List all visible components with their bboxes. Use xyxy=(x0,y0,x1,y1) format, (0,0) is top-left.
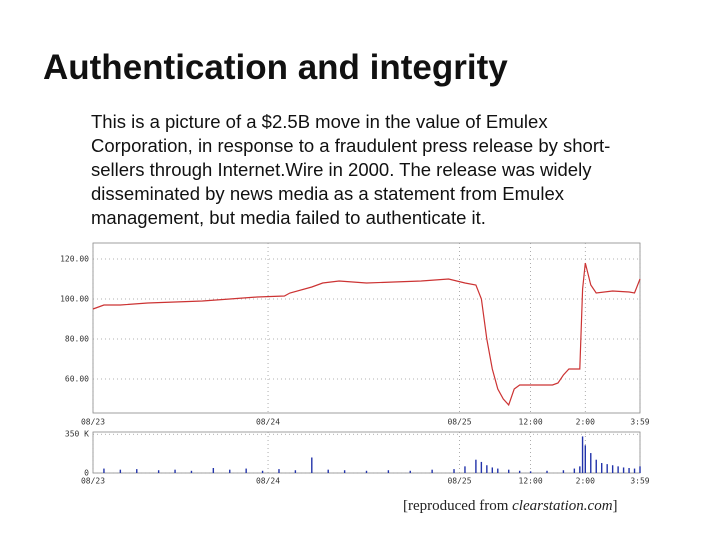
volume-bar xyxy=(431,469,433,473)
y-tick-label: 0 xyxy=(84,469,89,478)
x-tick-label: 08/23 xyxy=(81,477,105,486)
volume-bar xyxy=(453,469,455,473)
volume-bar xyxy=(595,459,597,473)
x-tick-label: 3:59 xyxy=(630,418,649,427)
volume-bar xyxy=(606,464,608,473)
volume-bar xyxy=(562,470,565,473)
volume-bar xyxy=(365,470,368,473)
volume-bar xyxy=(343,470,346,473)
volume-bar xyxy=(136,469,138,473)
volume-bar xyxy=(497,468,499,473)
volume-bar xyxy=(491,467,494,473)
x-tick-label: 2:00 xyxy=(576,418,595,427)
volume-bar xyxy=(475,459,477,473)
price-line xyxy=(92,262,641,407)
x-tick-label: 08/24 xyxy=(256,418,280,427)
volume-bar xyxy=(294,470,297,473)
volume-bar xyxy=(119,469,122,473)
slide-title: Authentication and integrity xyxy=(43,48,508,87)
volume-bar xyxy=(633,468,636,473)
volume-bar xyxy=(518,470,521,473)
volume-bar xyxy=(103,468,105,473)
volume-bar xyxy=(311,457,313,473)
caption-prefix: [reproduced from xyxy=(403,498,513,514)
volume-bar xyxy=(639,466,641,473)
volume-bar xyxy=(464,466,466,473)
volume-bar xyxy=(611,465,614,473)
x-tick-label: 12:00 xyxy=(519,477,543,486)
volume-bar xyxy=(327,469,329,473)
plot-frame xyxy=(92,242,641,414)
x-tick-label: 3:59 xyxy=(630,477,649,486)
x-tick-label: 08/24 xyxy=(256,477,280,486)
volume-bar xyxy=(573,468,576,473)
plot-frame xyxy=(92,431,641,474)
x-tick-label: 08/23 xyxy=(81,418,105,427)
volume-bar xyxy=(387,470,390,473)
volume-bar xyxy=(622,467,625,473)
volume-bar xyxy=(212,468,215,473)
volume-bar xyxy=(590,453,592,473)
caption-source: clearstation.com xyxy=(512,498,613,514)
body-line: This is a picture of a $2.5B move in the… xyxy=(91,111,548,132)
y-tick-label: 120.00 xyxy=(60,255,89,264)
x-tick-label: 08/25 xyxy=(447,477,471,486)
volume-bar xyxy=(261,470,264,473)
x-tick-label: 08/25 xyxy=(447,418,471,427)
volume-bar xyxy=(579,466,581,473)
volume-bar xyxy=(409,470,411,473)
volume-bar xyxy=(174,469,176,473)
volume-bar xyxy=(529,471,532,473)
volume-bar xyxy=(546,470,548,473)
caption-suffix: ] xyxy=(612,498,618,514)
body-line: sellers through Internet.Wire in 2000. T… xyxy=(91,159,592,180)
volume-bar xyxy=(229,469,231,473)
volume-bar xyxy=(628,468,630,473)
volume-bar xyxy=(581,436,584,473)
x-tick-label: 12:00 xyxy=(519,418,543,427)
body-line: Corporation, in response to a fraudulent… xyxy=(91,135,611,156)
volume-bar xyxy=(601,463,603,473)
caption: [reproduced from clearstation.com] xyxy=(403,498,618,515)
volume-bar xyxy=(486,465,488,473)
body-text: This is a picture of a $2.5B move in the… xyxy=(91,110,610,230)
y-tick-label: 60.00 xyxy=(65,375,89,384)
volume-bar xyxy=(584,445,586,473)
body-line: disseminated by news media as a statemen… xyxy=(91,183,564,204)
volume-bar xyxy=(190,470,193,473)
volume-bar xyxy=(278,469,280,473)
volume-bar xyxy=(245,468,247,473)
body-line: management, but media failed to authenti… xyxy=(91,207,486,228)
x-tick-label: 2:00 xyxy=(576,477,595,486)
y-tick-label: 350 K xyxy=(65,430,89,439)
y-tick-label: 80.00 xyxy=(65,335,89,344)
volume-bar xyxy=(508,469,510,473)
volume-bar xyxy=(157,470,160,473)
volume-bar xyxy=(480,461,483,473)
volume-bar xyxy=(617,466,619,473)
y-tick-label: 100.00 xyxy=(60,295,89,304)
